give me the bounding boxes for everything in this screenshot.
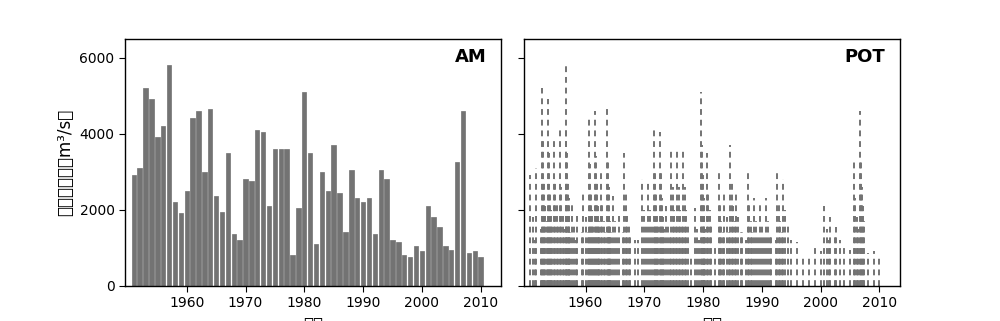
Bar	[149, 100, 154, 286]
Bar	[179, 213, 183, 286]
Bar	[379, 170, 383, 286]
Y-axis label: 洪水流量值（m³/s）: 洪水流量值（m³/s）	[56, 108, 74, 216]
Bar	[284, 149, 289, 286]
Bar	[161, 126, 165, 286]
Bar	[437, 227, 442, 286]
Bar	[390, 240, 395, 286]
Bar	[196, 111, 201, 286]
Bar	[249, 181, 254, 286]
Bar	[349, 170, 354, 286]
Bar	[267, 206, 271, 286]
Bar	[232, 234, 236, 286]
Bar	[296, 208, 301, 286]
Bar	[431, 217, 436, 286]
Bar	[367, 198, 371, 286]
Bar	[237, 240, 242, 286]
Bar	[220, 212, 224, 286]
Bar	[190, 118, 195, 286]
Text: AM: AM	[454, 48, 486, 66]
Bar	[384, 179, 389, 286]
Bar	[343, 232, 348, 286]
Bar	[455, 162, 459, 286]
Bar	[361, 202, 365, 286]
Bar	[461, 111, 465, 286]
Bar	[467, 253, 471, 286]
Bar	[279, 149, 283, 286]
Bar	[308, 152, 312, 286]
Bar	[185, 191, 189, 286]
Bar	[414, 246, 418, 286]
Bar	[302, 92, 306, 286]
Bar	[167, 65, 171, 286]
Bar	[326, 191, 330, 286]
Bar	[408, 257, 412, 286]
Bar	[331, 145, 336, 286]
Bar	[420, 251, 424, 286]
X-axis label: 年份: 年份	[303, 316, 323, 321]
Bar	[261, 132, 265, 286]
Bar	[155, 137, 160, 286]
X-axis label: 年份: 年份	[702, 316, 722, 321]
Bar	[355, 198, 359, 286]
Bar	[337, 193, 342, 286]
Bar	[314, 244, 318, 286]
Bar	[208, 109, 212, 286]
Bar	[226, 152, 230, 286]
Bar	[202, 172, 207, 286]
Bar	[132, 175, 136, 286]
Bar	[426, 206, 430, 286]
Bar	[443, 246, 448, 286]
Bar	[396, 242, 401, 286]
Bar	[478, 257, 483, 286]
Bar	[402, 255, 406, 286]
Bar	[143, 88, 148, 286]
Bar	[243, 179, 248, 286]
Bar	[290, 255, 295, 286]
Bar	[320, 172, 324, 286]
Bar	[214, 196, 218, 286]
Bar	[255, 130, 259, 286]
Bar	[137, 168, 142, 286]
Bar	[449, 249, 453, 286]
Text: POT: POT	[844, 48, 885, 66]
Bar	[473, 251, 477, 286]
Bar	[273, 149, 277, 286]
Bar	[373, 234, 377, 286]
Bar	[173, 202, 177, 286]
